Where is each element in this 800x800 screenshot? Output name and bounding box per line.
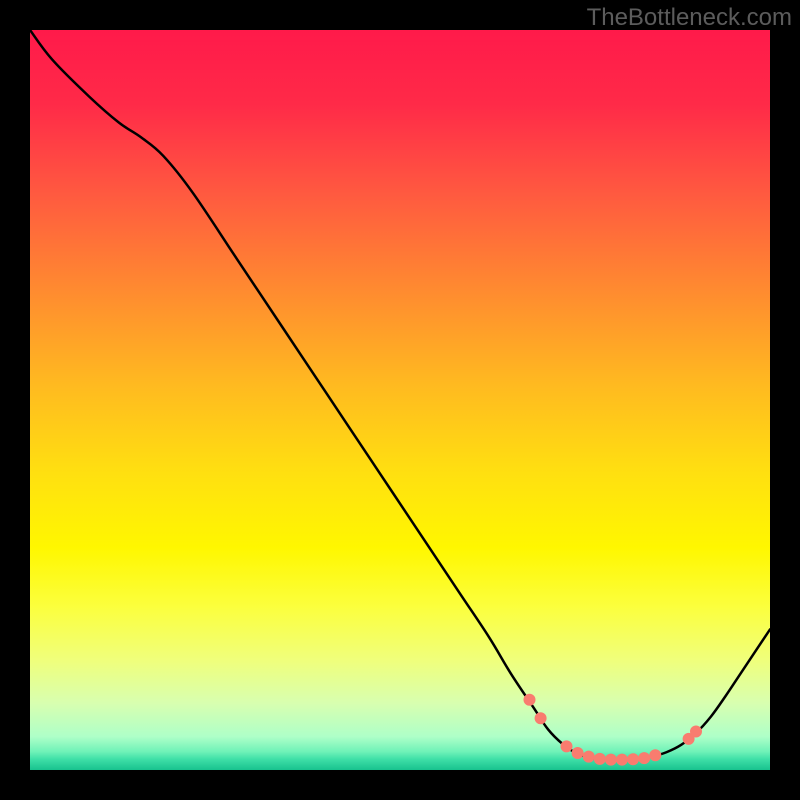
- data-point: [594, 753, 605, 764]
- data-point: [605, 754, 616, 765]
- data-point: [691, 726, 702, 737]
- data-point: [650, 750, 661, 761]
- chart-container: TheBottleneck.com: [0, 0, 800, 800]
- data-point: [561, 741, 572, 752]
- gradient-background: [30, 30, 770, 770]
- data-point: [639, 753, 650, 764]
- chart-svg: [30, 30, 770, 770]
- data-point: [535, 713, 546, 724]
- data-point: [583, 751, 594, 762]
- data-point: [572, 747, 583, 758]
- data-point: [617, 754, 628, 765]
- data-point: [628, 754, 639, 765]
- data-point: [524, 694, 535, 705]
- watermark-text: TheBottleneck.com: [587, 4, 792, 32]
- plot-area: [30, 30, 770, 770]
